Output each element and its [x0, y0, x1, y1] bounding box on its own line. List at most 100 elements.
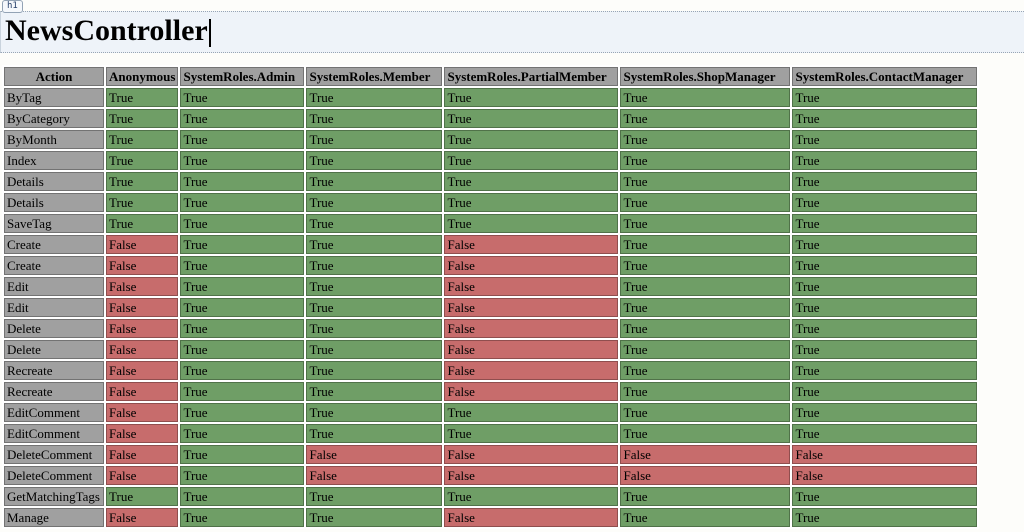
permission-cell: True [306, 298, 443, 317]
permission-cell: True [180, 487, 305, 506]
permission-cell: True [106, 214, 179, 233]
table-row: DeleteComment False True False False False Fal… [4, 445, 978, 464]
permission-cell: True [792, 508, 978, 527]
permission-cell: True [792, 109, 978, 128]
table-row: Recreate False True True False True True [4, 361, 978, 380]
permission-cell: False [792, 466, 978, 485]
permission-cell: True [792, 340, 978, 359]
permission-cell: False [106, 340, 179, 359]
permission-cell: True [180, 130, 305, 149]
permission-cell: False [444, 508, 619, 527]
table-row: ByTag True True True True True True [4, 88, 978, 107]
permission-cell: True [180, 109, 305, 128]
permission-cell: True [620, 319, 791, 338]
action-cell: EditComment [4, 424, 104, 443]
permission-cell: True [444, 487, 619, 506]
permission-cell: True [792, 214, 978, 233]
permission-cell: True [792, 319, 978, 338]
permission-cell: True [306, 256, 443, 275]
permission-cell: False [106, 424, 179, 443]
permission-cell: True [180, 88, 305, 107]
permission-cell: False [444, 361, 619, 380]
permission-cell: True [106, 88, 179, 107]
permission-cell: True [306, 235, 443, 254]
permission-cell: False [444, 277, 619, 296]
permission-cell: True [620, 172, 791, 191]
permission-cell: False [444, 382, 619, 401]
permission-cell: False [106, 235, 179, 254]
permission-cell: True [620, 298, 791, 317]
permission-cell: True [180, 214, 305, 233]
permission-cell: True [106, 109, 179, 128]
action-cell: Manage [4, 508, 104, 527]
permission-cell: False [444, 340, 619, 359]
permission-cell: False [444, 466, 619, 485]
permission-cell: True [620, 193, 791, 212]
permission-cell: True [180, 424, 305, 443]
table-row: Index True True True True True True [4, 151, 978, 170]
permission-cell: True [106, 172, 179, 191]
table-row: SaveTag True True True True True True [4, 214, 978, 233]
permission-cell: True [180, 151, 305, 170]
permission-cell: True [106, 151, 179, 170]
permission-cell: True [620, 130, 791, 149]
table-row: ByCategory True True True True True True [4, 109, 978, 128]
permission-cell: False [106, 319, 179, 338]
permission-cell: True [306, 382, 443, 401]
action-cell: Recreate [4, 382, 104, 401]
table-row: Edit False True True False True True [4, 298, 978, 317]
action-cell: Edit [4, 298, 104, 317]
table-row: GetMatchingTags True True True True True True [4, 487, 978, 506]
permission-cell: True [792, 361, 978, 380]
table-row: Delete False True True False True True [4, 319, 978, 338]
permission-cell: True [620, 487, 791, 506]
action-cell: Delete [4, 340, 104, 359]
permission-cell: True [180, 445, 305, 464]
action-cell: EditComment [4, 403, 104, 422]
permission-cell: True [444, 424, 619, 443]
permission-cell: True [180, 235, 305, 254]
action-cell: GetMatchingTags [4, 487, 104, 506]
permission-cell: True [180, 466, 305, 485]
permission-cell: True [792, 130, 978, 149]
permission-cell: True [180, 403, 305, 422]
action-cell: Details [4, 172, 104, 191]
permission-cell: True [792, 235, 978, 254]
action-cell: ByTag [4, 88, 104, 107]
page-title[interactable]: NewsController [5, 14, 1024, 48]
permission-cell: True [792, 151, 978, 170]
permission-cell: False [306, 445, 443, 464]
column-header-role: Anonymous [106, 67, 179, 86]
permission-cell: False [106, 508, 179, 527]
permission-cell: True [306, 193, 443, 212]
permission-cell: False [106, 277, 179, 296]
column-header-role: SystemRoles.ShopManager [620, 67, 791, 86]
action-cell: DeleteComment [4, 445, 104, 464]
table-row: Create False True True False True True [4, 235, 978, 254]
table-row: DeleteComment False True False False False Fal… [4, 466, 978, 485]
permission-cell: True [306, 130, 443, 149]
permission-cell: True [180, 298, 305, 317]
permission-cell: True [620, 109, 791, 128]
permission-cell: True [620, 382, 791, 401]
table-row: Edit False True True False True True [4, 277, 978, 296]
table-row: Details True True True True True True [4, 193, 978, 212]
text-caret [208, 19, 211, 47]
permission-cell: True [792, 193, 978, 212]
table-row: Recreate False True True False True True [4, 382, 978, 401]
permission-cell: True [306, 319, 443, 338]
page-heading-box[interactable]: NewsController [0, 11, 1024, 53]
permission-cell: True [306, 277, 443, 296]
permission-cell: True [306, 109, 443, 128]
permission-cell: True [792, 298, 978, 317]
action-cell: ByCategory [4, 109, 104, 128]
element-tag-badge[interactable]: h1 [2, 0, 23, 13]
permission-cell: False [106, 403, 179, 422]
permission-cell: True [792, 88, 978, 107]
permission-cell: False [106, 298, 179, 317]
action-cell: Details [4, 193, 104, 212]
column-header-role: SystemRoles.ContactManager [792, 67, 978, 86]
permission-cell: True [620, 256, 791, 275]
action-cell: Delete [4, 319, 104, 338]
action-cell: Index [4, 151, 104, 170]
